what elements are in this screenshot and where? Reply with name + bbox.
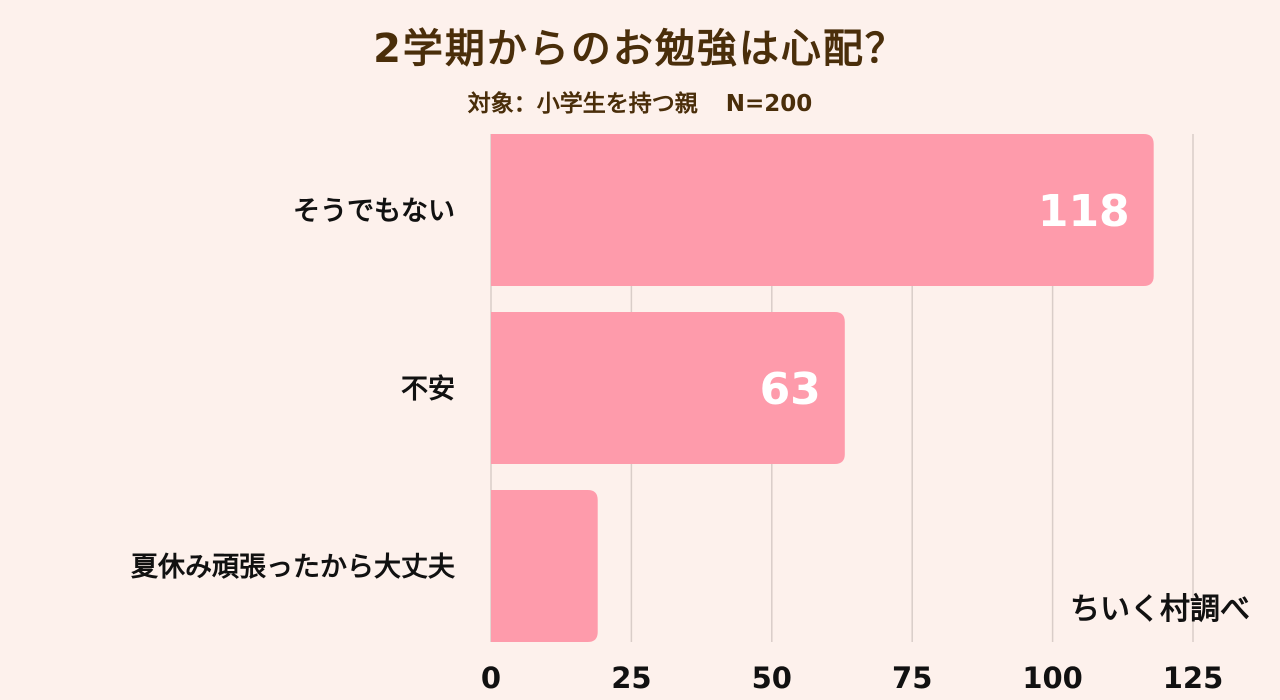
source-credit: ちいく村調べ bbox=[1070, 592, 1250, 627]
x-tick-label-3: 75 bbox=[892, 661, 932, 695]
chart-sample-size: N=200 bbox=[725, 91, 813, 117]
bar-0 bbox=[491, 134, 1154, 286]
category-label-1: 不安 bbox=[401, 374, 455, 405]
category-label-0: そうでもない bbox=[293, 196, 455, 227]
value-label-0: 118 bbox=[1038, 186, 1130, 237]
category-label-2: 夏休み頑張ったから大丈夫 bbox=[131, 552, 456, 583]
value-label-1: 63 bbox=[760, 364, 821, 415]
chart-title: 2学期からのお勉強は心配？ bbox=[373, 26, 907, 72]
bar-1 bbox=[491, 312, 845, 464]
x-tick-label-0: 0 bbox=[481, 661, 501, 695]
x-tick-label-1: 25 bbox=[611, 661, 651, 695]
x-tick-label-5: 125 bbox=[1163, 661, 1224, 695]
chart-subtitle: 対象：小学生を持つ親 N=200 bbox=[0, 84, 1280, 118]
x-tick-label-2: 50 bbox=[752, 661, 792, 695]
bar-2 bbox=[491, 490, 598, 642]
x-tick-label-4: 100 bbox=[1022, 661, 1083, 695]
chart-subtitle-target: 対象：小学生を持つ親 bbox=[467, 91, 698, 117]
